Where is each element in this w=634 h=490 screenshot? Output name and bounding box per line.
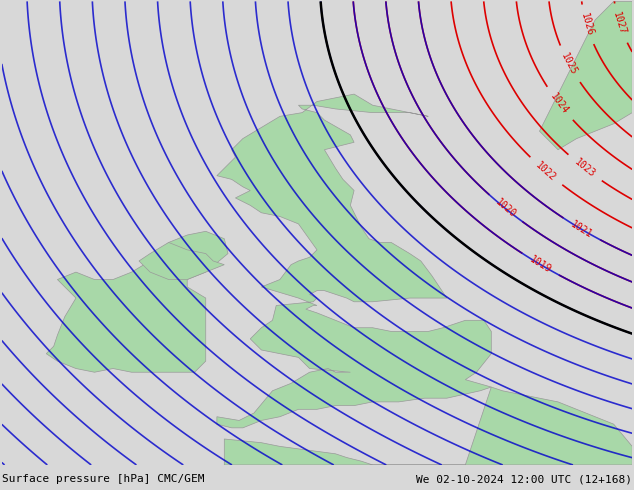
Text: 1027: 1027 [611,11,628,36]
Text: 1026: 1026 [579,12,595,37]
Text: 1025: 1025 [559,51,579,77]
Text: 1021: 1021 [569,219,594,240]
Text: 1020: 1020 [493,197,518,220]
Text: 1024: 1024 [548,92,571,116]
Polygon shape [46,231,228,372]
Text: 1023: 1023 [573,157,597,179]
Text: We 02-10-2024 12:00 UTC (12+168): We 02-10-2024 12:00 UTC (12+168) [416,474,632,484]
Polygon shape [217,94,491,428]
Text: 1019: 1019 [527,254,553,275]
Text: Surface pressure [hPa] CMC/GEM: Surface pressure [hPa] CMC/GEM [2,474,204,484]
Polygon shape [224,387,632,465]
Polygon shape [540,1,632,150]
Polygon shape [139,243,224,279]
Text: 1022: 1022 [534,160,558,183]
